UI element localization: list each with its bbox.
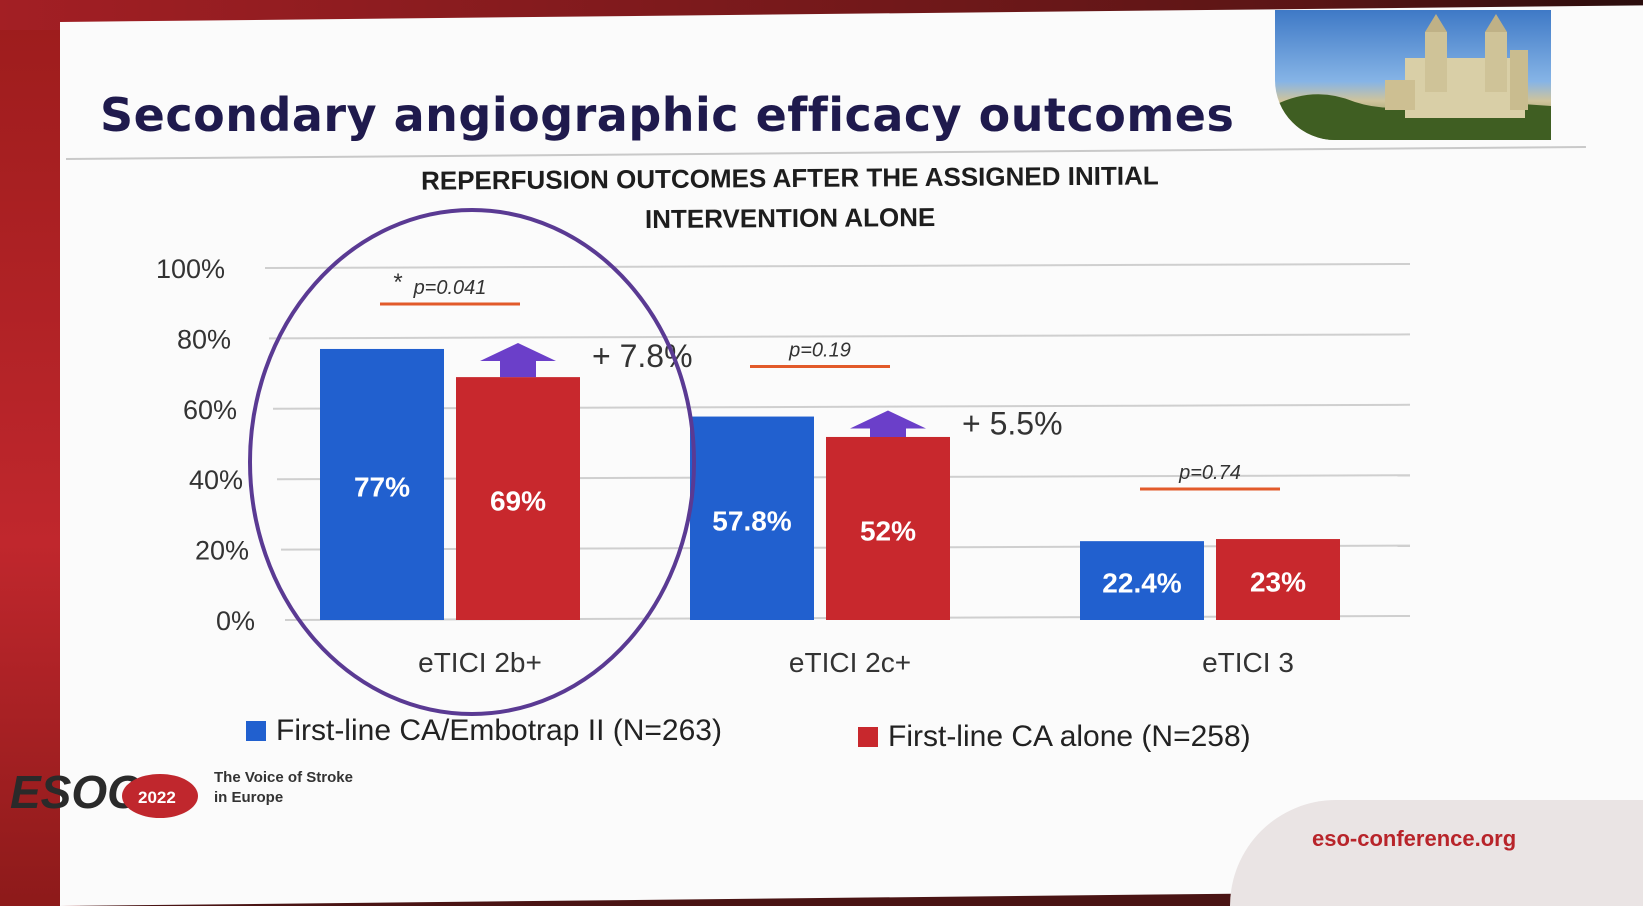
increase-arrow — [850, 410, 926, 437]
tagline-line-1: The Voice of Stroke — [214, 769, 353, 786]
legend-swatch-series-2 — [858, 727, 878, 747]
bar-1 — [690, 416, 814, 620]
bar-value-label: 57.8% — [712, 505, 791, 536]
significance-marker: * — [393, 269, 402, 296]
basilica-photo — [1275, 10, 1551, 140]
bar-value-label: 52% — [860, 515, 916, 546]
bar-1 — [320, 348, 444, 620]
p-value-label: p=0.19 — [788, 340, 851, 362]
increase-arrow — [480, 342, 556, 378]
difference-label: + 7.8% — [592, 338, 693, 374]
y-tick-label: 20% — [195, 536, 249, 566]
logo-text: ESOC — [10, 766, 141, 818]
bar-value-label: 69% — [490, 486, 546, 517]
x-category-label: eTICI 3 — [1202, 647, 1294, 678]
bar-value-label: 22.4% — [1102, 568, 1181, 599]
legend-label-series-1: First-line CA/Embotrap II (N=263) — [276, 714, 722, 747]
logo-year: 2022 — [138, 788, 176, 807]
legend-swatch-series-1 — [246, 721, 266, 741]
y-tick-label: 0% — [216, 606, 255, 636]
bar-value-label: 77% — [354, 471, 410, 502]
bar-value-label: 23% — [1250, 567, 1306, 598]
difference-label: + 5.5% — [962, 406, 1063, 442]
y-tick-label: 60% — [183, 395, 237, 425]
bar-2 — [826, 436, 950, 620]
footer-band — [1230, 800, 1643, 906]
esoc-logo: ESOC 2022 — [10, 766, 198, 818]
p-value-label: p=0.041 — [413, 277, 487, 299]
legend-label-series-2: First-line CA alone (N=258) — [888, 720, 1251, 753]
gridline — [264, 263, 1411, 269]
slide-title: Secondary angiographic efficacy outcomes — [100, 88, 1235, 142]
bar-2 — [1216, 539, 1340, 620]
conference-url: eso-conference.org — [1312, 826, 1517, 851]
x-category-label: eTICI 2b+ — [418, 647, 542, 678]
legend-item-series-2: First-line CA alone (N=258) — [858, 720, 1251, 754]
y-tick-label: 100% — [156, 254, 225, 284]
p-value-label: p=0.74 — [1178, 462, 1241, 484]
bar-1 — [1080, 541, 1204, 620]
y-tick-label: 40% — [189, 465, 243, 495]
bar-2 — [456, 377, 580, 620]
y-tick-label: 80% — [177, 324, 231, 354]
highlight-circle — [248, 208, 696, 716]
x-category-label: eTICI 2c+ — [789, 647, 911, 678]
legend-item-series-1: First-line CA/Embotrap II (N=263) — [246, 714, 722, 748]
tagline-line-2: in Europe — [214, 789, 284, 806]
gridline — [268, 333, 1411, 340]
tagline: The Voice of Stroke in Europe — [214, 768, 353, 808]
